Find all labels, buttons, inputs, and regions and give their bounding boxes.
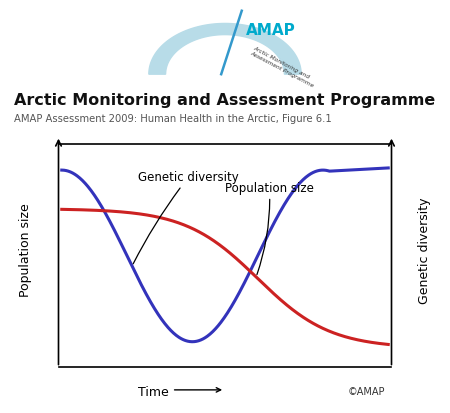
Text: Population size: Population size [225,181,314,275]
Text: AMAP Assessment 2009: Human Health in the Arctic, Figure 6.1: AMAP Assessment 2009: Human Health in th… [14,114,331,123]
Text: Genetic diversity: Genetic diversity [418,197,431,303]
Text: Time: Time [138,385,168,398]
Text: Population size: Population size [19,203,32,297]
Polygon shape [149,24,301,75]
Text: Genetic diversity: Genetic diversity [133,171,239,264]
Text: Arctic Monitoring and Assessment Programme: Arctic Monitoring and Assessment Program… [14,93,435,108]
Text: AMAP: AMAP [246,23,296,38]
Text: Arctic Monitoring and
Assessment Programme: Arctic Monitoring and Assessment Program… [249,46,317,88]
Text: ©AMAP: ©AMAP [347,386,385,396]
